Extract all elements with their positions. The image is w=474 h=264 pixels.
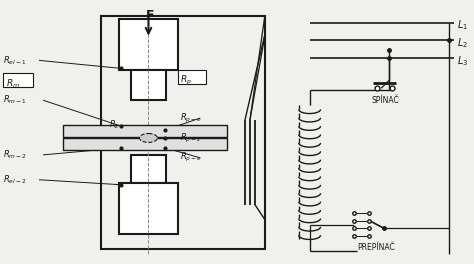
- Bar: [63, 125, 227, 137]
- Text: PREPÍNAČ: PREPÍNAČ: [357, 243, 395, 252]
- Bar: [63, 138, 227, 150]
- Text: $R_{m-2}$: $R_{m-2}$: [3, 149, 27, 161]
- Text: $R_p$: $R_p$: [180, 74, 192, 87]
- Bar: [100, 16, 265, 249]
- Text: $R_{el-1}$: $R_{el-1}$: [3, 54, 27, 67]
- Text: $R_z$: $R_z$: [109, 119, 120, 131]
- Bar: [3, 73, 33, 87]
- Bar: [118, 18, 178, 70]
- Text: $L_2$: $L_2$: [457, 37, 468, 50]
- Text: $R_{el-2}$: $R_{el-2}$: [3, 173, 27, 186]
- Text: $R_m$: $R_m$: [6, 77, 20, 89]
- Text: $L_3$: $L_3$: [457, 54, 468, 68]
- Text: $R_{p-z}$: $R_{p-z}$: [180, 131, 202, 144]
- Text: $L_1$: $L_1$: [457, 19, 468, 32]
- Bar: [178, 70, 206, 84]
- Bar: [130, 155, 166, 183]
- Text: $R_{m-1}$: $R_{m-1}$: [3, 94, 27, 106]
- Text: SPÍNAČ: SPÍNAČ: [371, 96, 399, 105]
- Ellipse shape: [139, 134, 157, 143]
- Text: F: F: [146, 9, 154, 22]
- Bar: [118, 183, 178, 234]
- Bar: [130, 70, 166, 100]
- Text: $R_{p-e}$: $R_{p-e}$: [180, 151, 202, 164]
- Text: $R_{p-e}$: $R_{p-e}$: [180, 111, 202, 125]
